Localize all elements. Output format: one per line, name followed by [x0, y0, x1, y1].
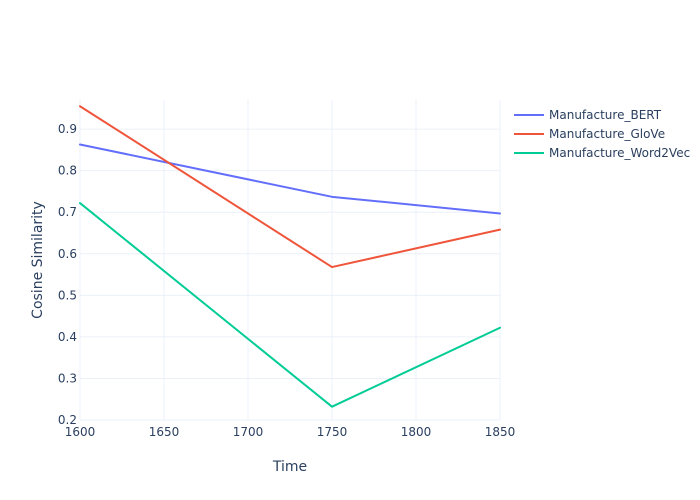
legend-label: Manufacture_BERT: [549, 108, 662, 122]
series-lines: [79, 105, 501, 408]
y-tick-label: 0.9: [58, 122, 77, 136]
y-tick-label: 0.7: [58, 205, 77, 219]
legend-item-1[interactable]: Manufacture_GloVe: [514, 127, 665, 141]
series-line-0: [79, 143, 501, 215]
x-tick-label: 1750: [317, 425, 348, 439]
y-tick-label: 0.6: [58, 247, 77, 261]
legend-item-2[interactable]: Manufacture_Word2Vec: [514, 146, 690, 160]
y-tick-label: 0.3: [58, 371, 77, 385]
x-tick-label: 1700: [233, 425, 264, 439]
y-tick-label: 0.8: [58, 164, 77, 178]
x-tick-label: 1650: [149, 425, 180, 439]
legend-label: Manufacture_GloVe: [549, 127, 665, 141]
y-axis-title: Cosine Similarity: [30, 201, 46, 319]
legend[interactable]: Manufacture_BERT Manufacture_GloVe Manufac…: [514, 108, 690, 160]
grid: [79, 100, 501, 421]
x-tick-label: 1800: [401, 425, 432, 439]
legend-item-0[interactable]: Manufacture_BERT: [514, 108, 662, 122]
y-tick-label: 0.5: [58, 288, 77, 302]
series-line-1: [79, 105, 501, 269]
y-tick-label: 0.4: [58, 330, 77, 344]
x-tick-label: 1850: [485, 425, 516, 439]
y-tick-label: 0.2: [58, 413, 77, 427]
legend-label: Manufacture_Word2Vec: [549, 146, 690, 160]
series-line-2: [79, 202, 501, 408]
y-axis-ticks: 0.2 0.3 0.4 0.5 0.6 0.7 0.8 0.9: [58, 122, 77, 427]
x-axis-title: Time: [272, 459, 307, 475]
x-tick-label: 1600: [65, 425, 96, 439]
x-axis-ticks: 1600 1650 1700 1750 1800 1850: [65, 425, 516, 439]
